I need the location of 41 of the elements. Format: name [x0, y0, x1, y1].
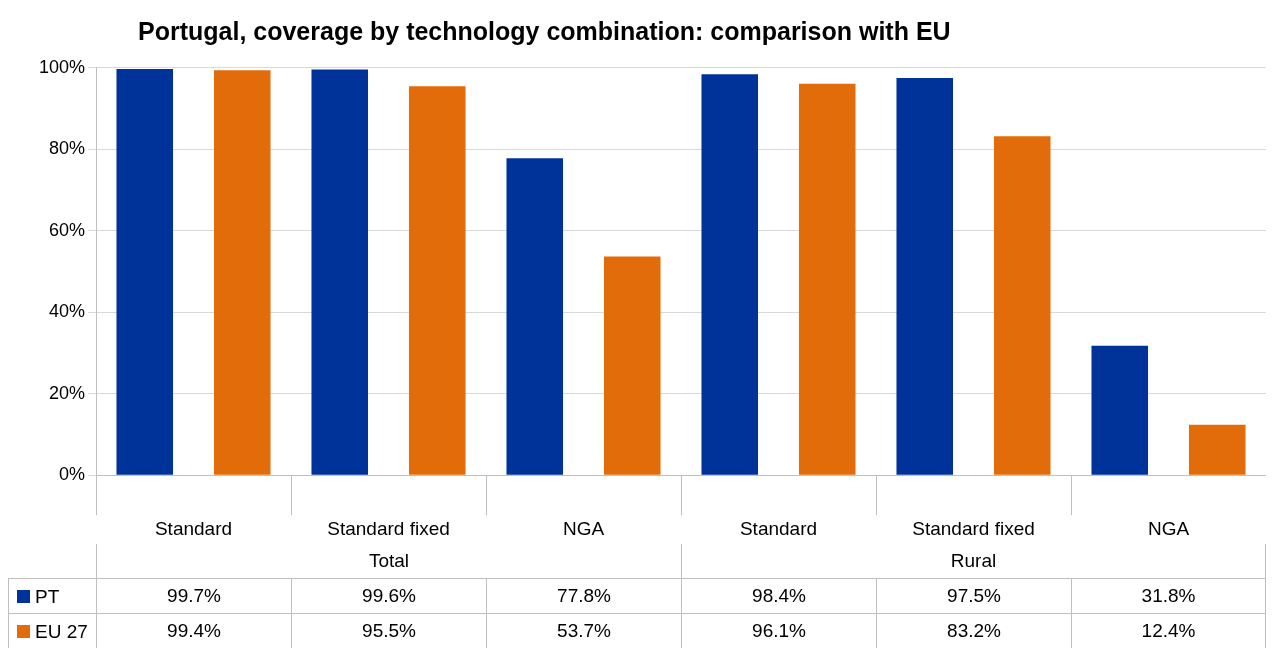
x-tick-label: Standard fixed — [327, 517, 450, 539]
y-tick-label: 40% — [48, 301, 85, 322]
data-label: 77.8% — [486, 579, 681, 613]
data-label: 97.5% — [876, 579, 1071, 613]
x-tick-label: Standard — [154, 517, 233, 539]
x-tick-label: Standard — [739, 517, 818, 539]
bar — [1091, 345, 1149, 475]
bar — [896, 77, 954, 475]
bar — [506, 158, 564, 475]
data-label: 96.1% — [681, 614, 876, 648]
data-label: 98.4% — [681, 579, 876, 613]
data-label: 31.8% — [1071, 579, 1266, 613]
y-tick-label: 100% — [38, 56, 85, 77]
x-tick-label: NGA — [1147, 517, 1190, 539]
text: Total — [96, 544, 681, 578]
bar — [311, 69, 369, 475]
data-label: 83.2% — [876, 614, 1071, 648]
y-tick-label: 0% — [58, 464, 85, 485]
bar — [408, 86, 466, 475]
x-tick-label: NGA — [562, 517, 605, 539]
bar — [213, 70, 271, 475]
data-label: 95.5% — [291, 614, 486, 648]
y-tick-label: 20% — [48, 382, 85, 403]
legend-label: EU 27 — [8, 614, 96, 648]
data-label: 99.4% — [96, 614, 291, 648]
y-tick-label: 60% — [48, 219, 85, 240]
bar — [798, 83, 856, 475]
bar — [701, 74, 759, 475]
data-label: 99.6% — [291, 579, 486, 613]
data-label: 53.7% — [486, 614, 681, 648]
bar — [116, 69, 174, 475]
bar — [1188, 424, 1246, 475]
legend-label: PT — [8, 579, 96, 613]
chart-title: Portugal, coverage by technology combination: comparison with EU — [137, 16, 952, 47]
text: Rural — [681, 544, 1266, 578]
y-tick-label: 80% — [48, 138, 85, 159]
x-tick-label: Standard fixed — [912, 517, 1035, 539]
data-label: 99.7% — [96, 579, 291, 613]
bar — [993, 136, 1051, 475]
data-label: 12.4% — [1071, 614, 1266, 648]
bar — [603, 256, 661, 475]
